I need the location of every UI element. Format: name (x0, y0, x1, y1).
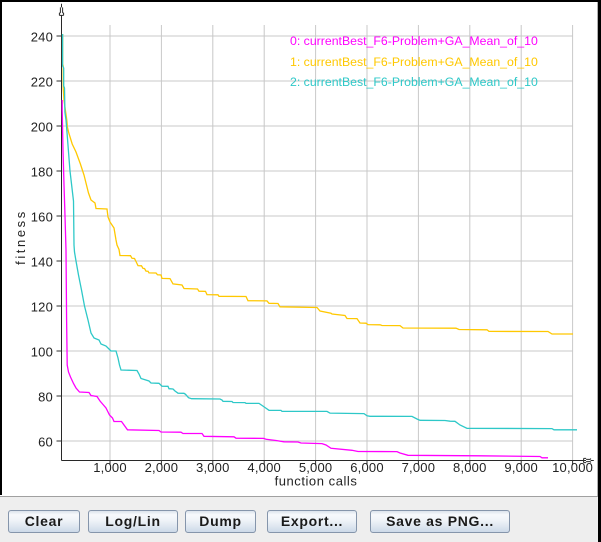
svg-text:6,000: 6,000 (350, 460, 384, 475)
svg-text:1,000: 1,000 (93, 460, 127, 475)
svg-text:3,000: 3,000 (196, 460, 230, 475)
svg-text:fitness: fitness (13, 209, 28, 265)
svg-text:140: 140 (31, 255, 53, 270)
svg-text:180: 180 (31, 165, 53, 180)
svg-text:10,000: 10,000 (552, 460, 593, 475)
svg-text:4,000: 4,000 (247, 460, 281, 475)
svg-text:240: 240 (31, 30, 53, 45)
svg-text:function calls: function calls (275, 474, 358, 489)
svg-text:80: 80 (38, 390, 53, 405)
svg-text:160: 160 (31, 210, 53, 225)
svg-text:200: 200 (31, 120, 53, 135)
svg-text:9,000: 9,000 (504, 460, 538, 475)
svg-text:7,000: 7,000 (402, 460, 436, 475)
svg-text:100: 100 (31, 345, 53, 360)
svg-text:1: currentBest_F6-Problem+GA_M: 1: currentBest_F6-Problem+GA_Mean_of_10 (290, 55, 538, 69)
svg-text:2: currentBest_F6-Problem+GA_M: 2: currentBest_F6-Problem+GA_Mean_of_10 (290, 75, 538, 89)
svg-text:120: 120 (31, 300, 53, 315)
svg-text:0: currentBest_F6-Problem+GA_M: 0: currentBest_F6-Problem+GA_Mean_of_10 (290, 34, 538, 48)
svg-text:2,000: 2,000 (145, 460, 179, 475)
svg-text:5,000: 5,000 (299, 460, 333, 475)
svg-text:60: 60 (38, 435, 53, 450)
svg-text:220: 220 (31, 75, 53, 90)
svg-text:8,000: 8,000 (453, 460, 487, 475)
